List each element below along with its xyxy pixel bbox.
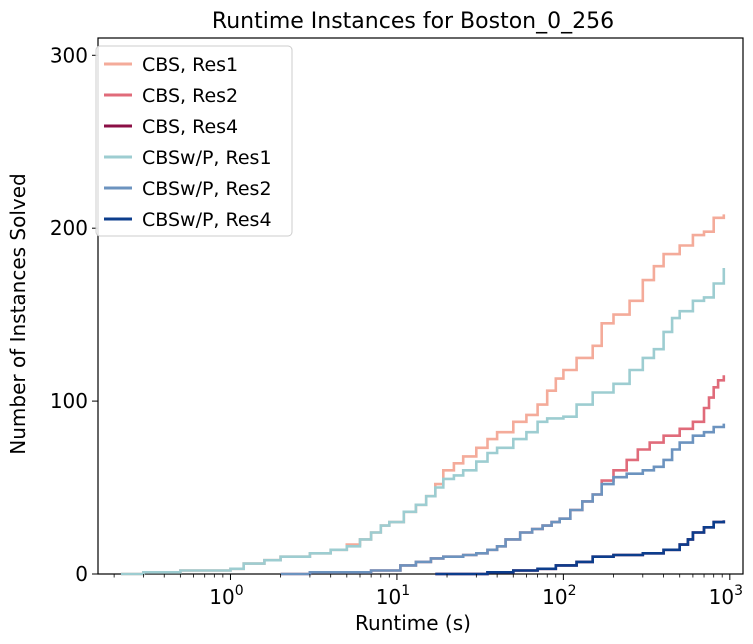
series-line [280, 423, 726, 576]
legend-frame [95, 45, 293, 237]
series-line [121, 268, 726, 576]
x-tick-label: 100 [209, 583, 243, 609]
x-tick-label-base: 10 [709, 585, 734, 609]
x-tick-label-exponent: 3 [734, 583, 743, 599]
x-tick-label: 101 [376, 583, 410, 609]
chart-title: Runtime Instances for Boston_0_256 [212, 9, 614, 34]
y-axis-label: Number of Instances Solved [6, 173, 30, 455]
y-tick-label: 0 [75, 562, 88, 586]
x-tick-label-exponent: 1 [401, 583, 410, 599]
legend-label: CBSw/P, Res1 [142, 147, 272, 169]
x-axis: 100 101 102 103 [113, 574, 743, 609]
x-tick-label-base: 10 [376, 585, 401, 609]
plot-frame [97, 37, 744, 575]
series-line [435, 520, 726, 576]
x-axis-label: Runtime (s) [355, 611, 471, 635]
x-tick-label-base: 10 [209, 585, 234, 609]
series-group [121, 214, 726, 576]
legend-label: CBS, Res2 [142, 85, 238, 107]
legend-label: CBS, Res1 [142, 54, 238, 76]
y-axis: 0 100 200 300 [50, 43, 98, 586]
legend-label: CBSw/P, Res2 [142, 178, 272, 200]
plot-area [97, 37, 744, 575]
x-tick-label-exponent: 0 [235, 583, 244, 599]
y-tick-label: 100 [50, 389, 88, 413]
x-tick-label-base: 10 [542, 585, 567, 609]
x-tick-label-exponent: 2 [568, 583, 577, 599]
x-tick-label: 103 [709, 583, 743, 609]
y-tick-label: 200 [50, 216, 88, 240]
y-tick-label: 300 [50, 43, 88, 67]
legend-label: CBSw/P, Res4 [142, 209, 272, 231]
series-line [121, 214, 726, 576]
legend: CBS, Res1 CBS, Res2 CBS, Res4 CBSw/P, Res1 C… [95, 45, 293, 237]
x-tick-label: 102 [542, 583, 576, 609]
legend-label: CBS, Res4 [142, 116, 238, 138]
